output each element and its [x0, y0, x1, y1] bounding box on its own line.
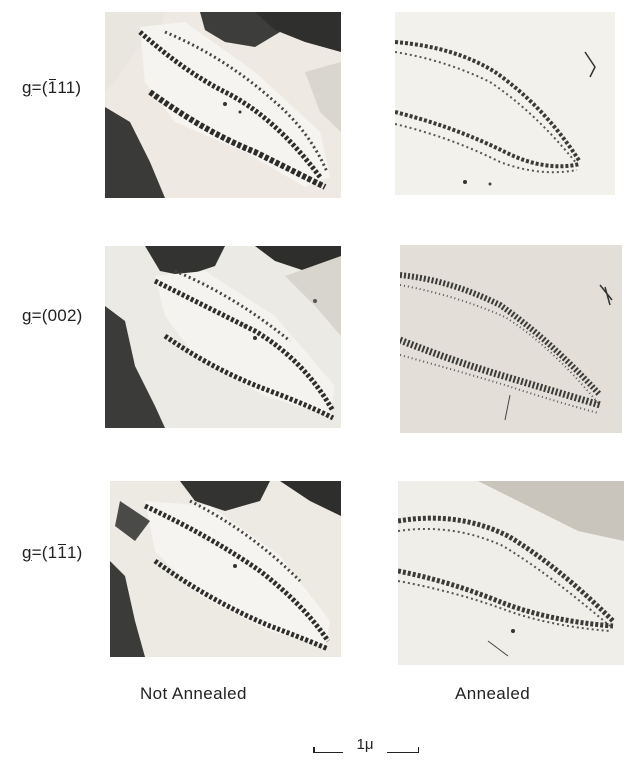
column-label-annealed: Annealed: [455, 684, 530, 704]
micrograph-not-annealed-row3: [110, 481, 341, 657]
row-label-g-1bar11: g=(111): [22, 543, 83, 563]
micrograph-not-annealed-row2: [105, 246, 341, 428]
index-rest: 002): [48, 306, 83, 325]
micrograph-annealed-row3: [398, 481, 624, 665]
eq-open: =(: [32, 78, 48, 97]
micrograph-annealed-row2: [400, 245, 622, 433]
index-rest: 11): [57, 78, 81, 97]
g-vector-symbol: g: [22, 78, 32, 97]
micrograph-image: [105, 246, 341, 428]
micrograph-annealed-row1: [395, 12, 615, 195]
micrograph-image: [398, 481, 624, 665]
index-rest: 1): [67, 543, 83, 562]
micrograph-image: [110, 481, 341, 657]
scale-bar-tick-right: [418, 747, 420, 753]
column-label-not-annealed: Not Annealed: [140, 684, 247, 704]
overbar-digit: 1: [48, 78, 58, 98]
overbar-digit: 1: [57, 543, 67, 563]
eq-open: =(: [32, 306, 48, 325]
row-label-g-bar111: g=(111): [22, 78, 81, 98]
micrograph-image: [395, 12, 615, 195]
row-label-g-002: g=(002): [22, 306, 82, 326]
g-vector-symbol: g: [22, 543, 32, 562]
scale-bar-label: 1μ: [343, 736, 387, 753]
micrograph-not-annealed-row1: [105, 12, 341, 198]
eq-open: =(1: [32, 543, 58, 562]
micrograph-image: [105, 12, 341, 198]
g-vector-symbol: g: [22, 306, 32, 325]
scale-bar-tick-left: [313, 747, 315, 753]
micrograph-image: [400, 245, 622, 433]
